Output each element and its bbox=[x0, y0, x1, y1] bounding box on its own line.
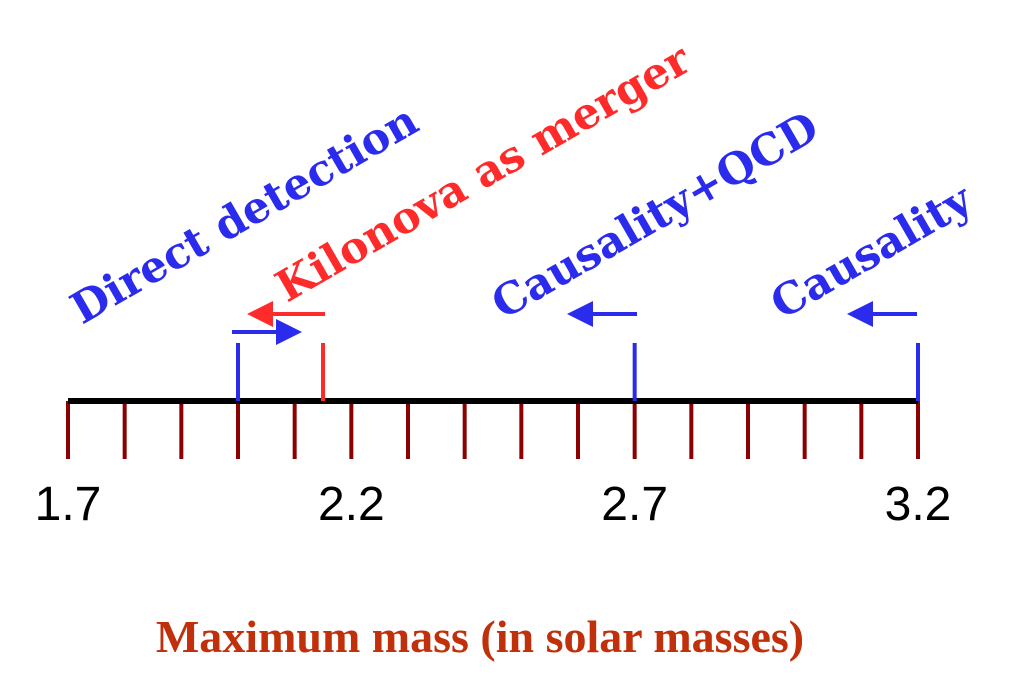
constraint-group: Causality bbox=[763, 174, 982, 401]
axis-tick-labels: 1.7 2.2 2.7 3.2 bbox=[35, 478, 952, 531]
arrow-left-icon bbox=[847, 301, 873, 327]
tick-label: 1.7 bbox=[35, 478, 102, 531]
tick-label: 2.2 bbox=[318, 478, 385, 531]
axis-ticks bbox=[66, 401, 920, 459]
arrow-right-icon bbox=[276, 319, 302, 345]
arrow-left-icon bbox=[247, 301, 273, 327]
tick-label: 2.7 bbox=[601, 478, 668, 531]
arrow-left-icon bbox=[567, 301, 593, 327]
tick-label: 3.2 bbox=[885, 478, 952, 531]
axis-title: Maximum mass (in solar masses) bbox=[156, 611, 804, 662]
